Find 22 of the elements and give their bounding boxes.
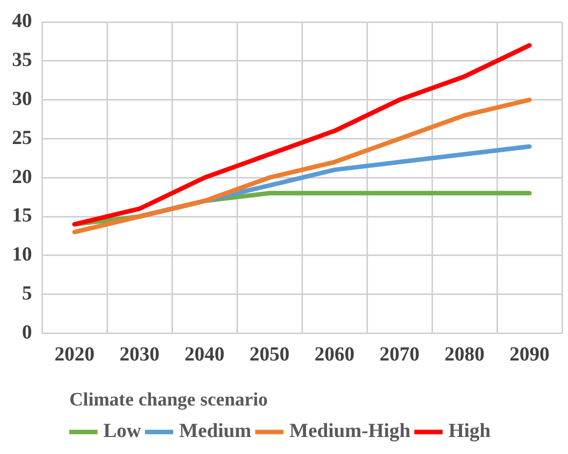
x-tick-label: 2050 (250, 343, 290, 366)
x-tick-label: 2090 (510, 343, 550, 366)
x-tick-label: 2060 (314, 343, 354, 366)
y-tick-label: 35 (12, 49, 32, 72)
x-tick-label: 2030 (120, 343, 160, 366)
y-tick-label: 0 (22, 321, 32, 344)
legend-label: Medium (179, 420, 252, 442)
x-tick-label: 2070 (380, 343, 420, 366)
y-tick-label: 10 (12, 244, 32, 266)
x-tick-label: 2020 (54, 343, 94, 366)
legend-label: High (448, 420, 491, 442)
y-tick-label: 30 (12, 88, 32, 110)
legend-label: Medium-High (289, 420, 410, 442)
y-tick-label: 40 (12, 10, 32, 32)
x-tick-label: 2080 (444, 343, 484, 366)
legend-label: Low (103, 420, 142, 442)
y-tick-label: 5 (22, 282, 32, 304)
y-tick-label: 25 (12, 126, 32, 149)
y-tick-label: 20 (12, 166, 32, 188)
legend-title: Climate change scenario (69, 390, 268, 411)
x-tick-label: 2040 (184, 343, 224, 366)
y-tick-label: 15 (12, 204, 32, 227)
